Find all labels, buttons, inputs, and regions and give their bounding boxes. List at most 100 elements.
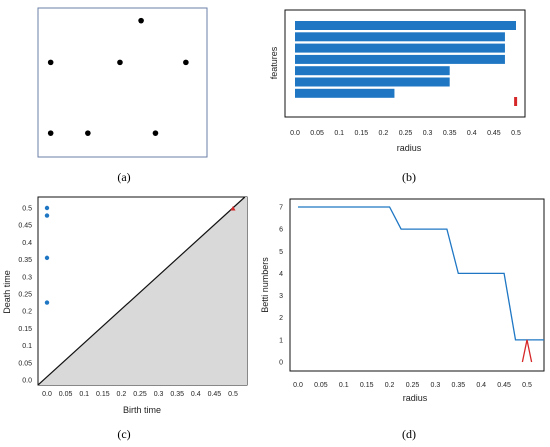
red-bar: [514, 97, 518, 106]
d-ytick-1: 1: [279, 337, 283, 344]
c-ytick-3: 0.15: [18, 326, 32, 333]
b-xtick-9: 0.45: [487, 130, 501, 137]
c-xtick-3: 0.15: [96, 391, 110, 398]
bar-5: [295, 77, 450, 87]
c-ytick-9: 0.45: [18, 223, 32, 230]
b-xtick-10: 0.5: [511, 130, 521, 137]
c-ytick-2: 0.1: [22, 343, 32, 350]
point-1: [47, 59, 54, 66]
b-xtick-5: 0.25: [399, 130, 413, 137]
point-6: [152, 130, 159, 136]
caption-d: (d): [402, 427, 416, 441]
caption-c: (c): [117, 427, 130, 441]
panel-b-frame: [284, 9, 526, 118]
betti-curves: [298, 206, 544, 363]
c-point-3: [44, 300, 50, 305]
b-xtick-6: 0.3: [423, 130, 433, 137]
point-5: [85, 130, 91, 136]
panel-c: 0.0 0.05 0.1 0.15 0.2 0.25 0.3 0.35 0.4 0.45 0.5 0…: [2, 196, 248, 415]
d-ytick-3: 3: [279, 293, 283, 300]
d-xtick-0: 0.0: [293, 382, 303, 389]
diagonal-line: [37, 196, 246, 386]
b-x-label: radius: [397, 143, 422, 153]
c-x-label: Birth time: [123, 405, 161, 415]
d-ytick-0: 0: [279, 360, 283, 367]
panel-a-frame: [37, 7, 208, 158]
point-2: [117, 59, 123, 66]
c-point-0: [44, 205, 50, 211]
d-y-ticks: 0 1 2 3 4 5 6 7: [279, 205, 283, 367]
b-x-ticks: 0.0 0.05 0.1 0.15 0.2 0.25 0.3 0.35 0.4 0.45 0.5: [290, 130, 521, 137]
b-y-label: features: [269, 46, 279, 79]
barcode-bars: [295, 21, 518, 106]
c-ytick-4: 0.2: [22, 309, 32, 316]
d-xtick-2: 0.1: [339, 382, 349, 389]
c-xtick-8: 0.4: [191, 391, 201, 398]
c-xtick-7: 0.35: [170, 391, 184, 398]
c-ytick-7: 0.35: [18, 257, 32, 264]
d-xtick-8: 0.4: [476, 382, 486, 389]
c-xtick-0: 0.0: [42, 391, 52, 398]
c-y-ticks: 0.0 0.05 0.1 0.15 0.2 0.25 0.3 0.35 0.4 0.45 0.5: [18, 206, 32, 385]
d-xtick-1: 0.05: [314, 382, 328, 389]
b-xtick-3: 0.15: [354, 130, 368, 137]
d-xtick-6: 0.3: [431, 382, 441, 389]
d-xtick-10: 0.5: [522, 382, 532, 389]
d-xtick-9: 0.45: [497, 382, 511, 389]
c-ytick-8: 0.4: [22, 240, 32, 247]
persistence-points: [44, 205, 236, 305]
bar-3: [295, 54, 505, 64]
c-point-2: [44, 255, 50, 261]
d-x-ticks: 0.0 0.05 0.1 0.15 0.2 0.25 0.3 0.35 0.4 0.45 0.5: [293, 382, 532, 389]
c-xtick-5: 0.25: [133, 391, 147, 398]
b-xtick-2: 0.1: [334, 130, 344, 137]
d-xtick-7: 0.35: [451, 382, 465, 389]
bar-2: [295, 43, 505, 53]
c-xtick-4: 0.2: [117, 391, 127, 398]
b-xtick-0: 0.0: [290, 130, 300, 137]
c-ytick-6: 0.3: [22, 274, 32, 281]
c-x-ticks: 0.0 0.05 0.1 0.15 0.2 0.25 0.3 0.35 0.4 0.45 0.5: [42, 391, 238, 398]
c-ytick-1: 0.05: [18, 360, 32, 367]
d-ytick-2: 2: [279, 315, 283, 322]
c-ytick-0: 0.0: [22, 378, 32, 385]
bar-0: [295, 21, 516, 30]
panel-d: 0.0 0.05 0.1 0.15 0.2 0.25 0.3 0.35 0.4 0.45 0.5 0…: [260, 198, 545, 403]
d-y-label: Betti numbers: [260, 257, 270, 313]
c-xtick-1: 0.05: [59, 391, 73, 398]
c-point-1: [44, 213, 50, 218]
d-series-1: [521, 339, 533, 363]
d-series-0: [298, 206, 544, 341]
d-ytick-6: 6: [279, 227, 283, 234]
d-ytick-4: 4: [279, 271, 283, 278]
c-red-point-0: [230, 206, 236, 211]
c-xtick-2: 0.1: [79, 391, 89, 398]
d-ytick-7: 7: [279, 205, 283, 212]
panel-d-frame: [289, 198, 545, 372]
c-xtick-6: 0.3: [154, 391, 164, 398]
bar-1: [295, 32, 505, 42]
panel-b: 0.0 0.05 0.1 0.15 0.2 0.25 0.3 0.35 0.4 0.45 0.5 r…: [269, 9, 526, 153]
caption-b: (b): [402, 170, 416, 184]
d-xtick-4: 0.2: [385, 382, 395, 389]
c-ytick-5: 0.25: [18, 292, 32, 299]
c-xtick-10: 0.5: [228, 391, 238, 398]
panel-a: [37, 7, 208, 158]
b-xtick-7: 0.35: [443, 130, 457, 137]
b-xtick-1: 0.05: [310, 130, 324, 137]
d-x-label: radius: [403, 393, 428, 403]
b-xtick-4: 0.2: [379, 130, 389, 137]
caption-a: (a): [117, 170, 130, 184]
b-xtick-8: 0.4: [467, 130, 477, 137]
c-ytick-10: 0.5: [22, 206, 32, 213]
d-xtick-5: 0.25: [406, 382, 420, 389]
point-cloud: [47, 17, 189, 136]
d-ytick-5: 5: [279, 249, 283, 256]
bar-4: [295, 66, 450, 76]
point-0: [138, 17, 144, 24]
c-y-label: Death time: [2, 270, 12, 314]
point-3: [183, 59, 189, 66]
c-xtick-9: 0.45: [208, 391, 222, 398]
bar-6: [295, 88, 395, 98]
